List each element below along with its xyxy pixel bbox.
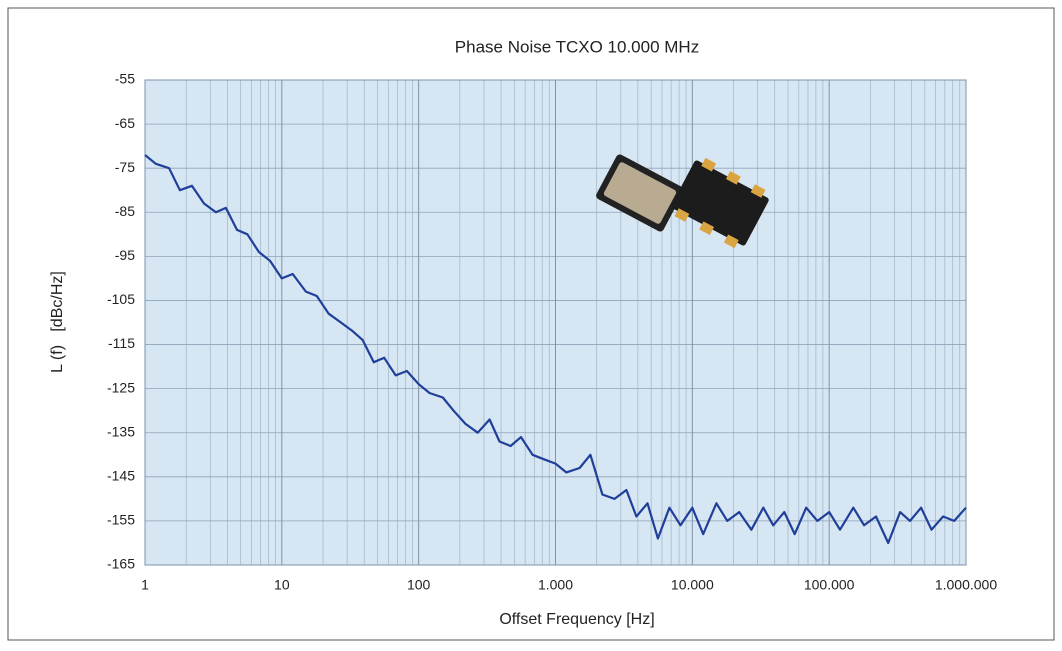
y-tick-label: -95 <box>115 247 135 263</box>
x-axis-title: Offset Frequency [Hz] <box>499 611 654 628</box>
product-photo <box>596 154 769 249</box>
y-axis-title: L (f) [dBc/Hz] <box>49 271 66 373</box>
x-tick-label: 10.000 <box>671 577 714 593</box>
y-tick-label: -135 <box>107 423 135 439</box>
x-tick-label: 1 <box>141 577 149 593</box>
y-tick-label: -85 <box>115 203 135 219</box>
y-tick-label: -75 <box>115 159 135 175</box>
y-tick-label: -115 <box>108 335 135 351</box>
x-tick-label: 10 <box>274 577 290 593</box>
chart-title: Phase Noise TCXO 10.000 MHz <box>455 37 699 56</box>
y-tick-label: -155 <box>107 512 135 528</box>
y-tick-label: -105 <box>107 291 135 307</box>
y-tick-label: -55 <box>115 71 135 87</box>
x-tick-label: 1.000 <box>538 577 573 593</box>
x-tick-label: 100 <box>407 577 431 593</box>
x-tick-label: 100.000 <box>804 577 855 593</box>
x-tick-label: 1.000.000 <box>935 577 997 593</box>
plot-border <box>144 79 967 566</box>
y-tick-label: -65 <box>115 115 135 131</box>
y-tick-label: -125 <box>107 379 135 395</box>
data-line <box>144 154 967 545</box>
y-tick-label: -165 <box>107 556 135 572</box>
y-tick-label: -145 <box>107 468 135 484</box>
